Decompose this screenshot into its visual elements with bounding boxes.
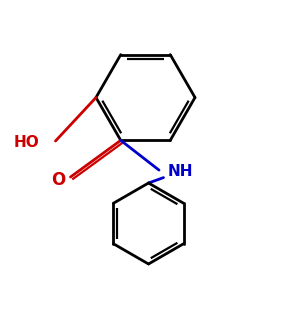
Text: O: O <box>51 171 66 189</box>
Text: HO: HO <box>13 135 39 150</box>
Text: NH: NH <box>167 164 193 179</box>
